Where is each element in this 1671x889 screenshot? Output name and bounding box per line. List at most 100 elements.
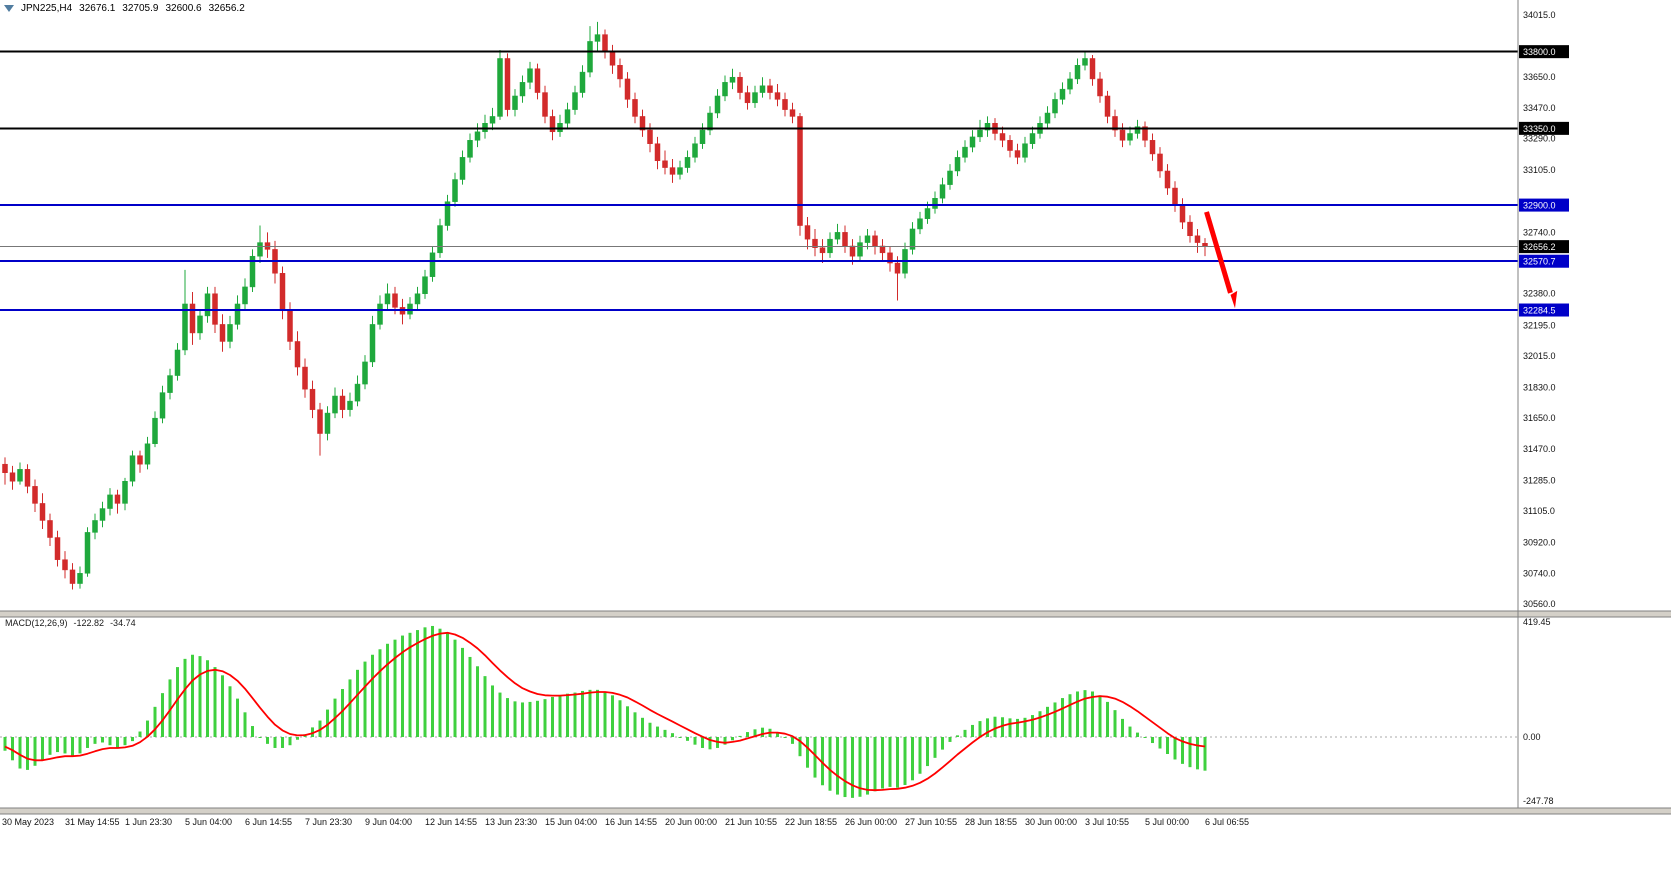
symbol-timeframe-label: JPN225,H4 (21, 3, 73, 14)
candle-up (474, 123, 481, 148)
time-axis-label: 5 Jul 00:00 (1145, 817, 1189, 827)
price-tick-label: 31105.0 (1523, 506, 1555, 516)
candle-down (1164, 164, 1171, 195)
candle-up (174, 343, 181, 381)
trend-arrow-head[interactable] (1230, 290, 1238, 309)
candle-up (962, 140, 968, 163)
time-axis-label: 30 May 2023 (2, 817, 54, 827)
candle-up (167, 368, 173, 400)
price-tick-label: 33290.0 (1523, 134, 1556, 144)
candle-down (264, 232, 271, 258)
price-tick-label: 33105.0 (1523, 165, 1556, 175)
candle-down (767, 78, 773, 100)
candle-up (864, 228, 871, 250)
price-tick-label: 31285.0 (1523, 475, 1556, 485)
macd-scale-label: 419.45 (1523, 617, 1551, 627)
candle-up (84, 527, 91, 577)
candle-up (414, 286, 421, 310)
level-price-box (1519, 45, 1569, 59)
price-scale-area[interactable] (1518, 0, 1671, 812)
candle-up (729, 68, 736, 90)
candle-up (1127, 126, 1133, 146)
candle-up (519, 75, 526, 103)
candle-up (332, 387, 338, 419)
candle-up (684, 150, 691, 173)
candle-down (894, 256, 901, 301)
price-tick-label: 30560.0 (1523, 599, 1556, 609)
time-axis-label: 13 Jun 23:30 (485, 817, 537, 827)
candle-down (782, 92, 788, 117)
time-axis-label: 9 Jun 04:00 (365, 817, 412, 827)
candle-up (422, 269, 428, 299)
candle-down (294, 331, 301, 376)
quick-trade-arrow-icon[interactable] (4, 5, 14, 12)
candle-down (1014, 143, 1021, 165)
time-axis-label: 6 Jul 06:55 (1205, 817, 1249, 827)
candle-up (564, 102, 571, 129)
level-price-box-label: 32284.5 (1523, 306, 1556, 316)
candle-down (1149, 133, 1156, 161)
candle-down (999, 126, 1006, 148)
time-axis-label: 22 Jun 18:55 (785, 817, 837, 827)
time-axis-label: 1 Jun 23:30 (125, 817, 172, 827)
candle-down (1142, 121, 1148, 148)
candle-down (1172, 181, 1178, 212)
candle-up (1044, 106, 1051, 129)
candle-up (857, 235, 863, 262)
time-axis-label: 31 May 14:55 (65, 817, 120, 827)
candle-up (99, 501, 106, 528)
candle-up (527, 61, 533, 90)
candle-up (939, 177, 946, 204)
candle-up (1059, 82, 1066, 105)
candle-up (77, 566, 83, 589)
candle-up (107, 488, 113, 516)
candle-down (189, 292, 196, 345)
candle-down (279, 266, 286, 320)
time-axis-label: 6 Jun 14:55 (245, 817, 292, 827)
candle-up (714, 89, 721, 119)
candle-up (152, 411, 158, 448)
candle-up (752, 85, 758, 108)
candle-up (1074, 58, 1081, 85)
price-tick-label: 33650.0 (1523, 72, 1556, 82)
candlestick-series (2, 21, 1208, 590)
candle-down (1194, 228, 1201, 253)
candle-up (512, 89, 518, 117)
price-tick-label: 31830.0 (1523, 382, 1556, 392)
candle-up (984, 116, 991, 137)
candle-up (947, 164, 953, 190)
candle-up (932, 191, 938, 214)
candle-up (977, 119, 983, 143)
time-axis-label: 7 Jun 23:30 (305, 817, 352, 827)
axis-splitter[interactable] (0, 808, 1671, 814)
price-tick-label: 32015.0 (1523, 351, 1556, 361)
candle-up (437, 218, 443, 258)
price-tick-label: 32740.0 (1523, 227, 1556, 237)
trend-arrow-shaft[interactable] (1204, 211, 1233, 294)
time-axis-label: 5 Jun 04:00 (185, 817, 232, 827)
candle-down (662, 150, 668, 175)
macd-name: MACD(12,26,9) (5, 618, 68, 628)
ohlc-close-value: 32656.2 (208, 3, 245, 14)
candle-up (362, 355, 368, 390)
candle-down (804, 217, 811, 250)
time-axis-label: 16 Jun 14:55 (605, 817, 657, 827)
candle-up (1067, 72, 1073, 95)
candle-up (572, 85, 578, 115)
macd-indicator-label: MACD(12,26,9) -122.82 -34.74 (5, 618, 136, 628)
candle-up (159, 385, 166, 424)
candle-down (69, 563, 76, 590)
time-axis-label: 15 Jun 04:00 (545, 817, 597, 827)
price-tick-label: 33470.0 (1523, 103, 1556, 113)
macd-signal-value: -34.74 (110, 618, 136, 628)
candle-up (969, 130, 976, 153)
price-tick-label: 30920.0 (1523, 538, 1556, 548)
candle-down (669, 159, 676, 183)
candle-down (1179, 198, 1186, 229)
panel-splitter[interactable] (0, 611, 1671, 617)
candle-up (497, 49, 503, 120)
candle-up (197, 309, 203, 340)
candle-down (54, 530, 61, 567)
candle-up (257, 225, 263, 264)
